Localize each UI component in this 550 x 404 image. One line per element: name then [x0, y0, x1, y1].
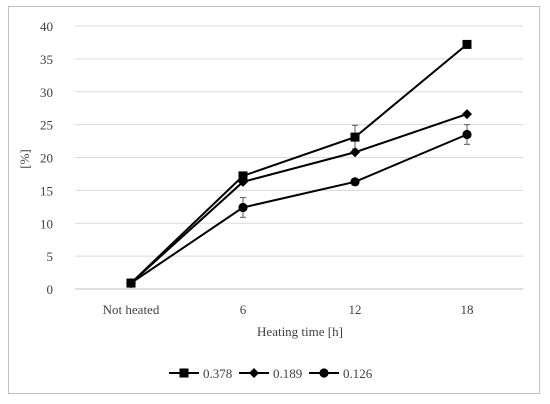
x-tick-label: Not heated	[103, 302, 160, 317]
x-tick-label: 12	[349, 302, 362, 317]
data-point-0.189	[238, 176, 248, 187]
y-tick-label: 20	[40, 151, 53, 166]
legend-marker	[319, 368, 329, 378]
y-tick-label: 30	[40, 85, 53, 100]
y-tick-label: 25	[40, 118, 53, 133]
legend-label: 0.189	[273, 366, 302, 381]
x-tick-label: 6	[240, 302, 247, 317]
y-tick-label: 35	[40, 52, 53, 67]
y-tick-label: 40	[40, 19, 53, 34]
series-lines	[130, 43, 468, 284]
x-axis-label: Heating time [h]	[257, 324, 343, 339]
chart-frame: 0 5 10 15 20 25 30 35 40 Not heated 6 12 18 [%] Hea…	[8, 6, 540, 394]
legend-marker	[249, 368, 259, 378]
series-line-0.126	[130, 133, 468, 284]
y-tick-label: 0	[47, 282, 54, 297]
x-tick-labels: Not heated 6 12 18	[103, 302, 474, 317]
legend: 0.378 0.189 0.126	[169, 366, 373, 381]
series-line-0.378	[130, 43, 468, 284]
series-line-0.189	[130, 113, 468, 284]
y-tick-label: 5	[47, 249, 54, 264]
y-tick-labels: 0 5 10 15 20 25 30 35 40	[40, 19, 53, 297]
data-point-0.378	[238, 171, 248, 181]
legend-label: 0.126	[343, 366, 373, 381]
y-tick-label: 10	[40, 216, 53, 231]
data-point-0.126	[350, 177, 360, 187]
line-chart: 0 5 10 15 20 25 30 35 40 Not heated 6 12 18 [%] Hea…	[17, 19, 523, 381]
y-axis-label: [%]	[17, 149, 32, 169]
data-point-0.378	[350, 132, 360, 142]
x-tick-label: 18	[461, 302, 474, 317]
legend-marker	[179, 368, 189, 378]
y-tick-label: 15	[40, 183, 53, 198]
data-point-0.189	[350, 147, 360, 158]
data-point-0.189	[462, 109, 472, 120]
legend-label: 0.378	[203, 366, 232, 381]
series-markers	[126, 39, 472, 289]
data-point-0.126	[462, 129, 472, 140]
data-point-0.126	[126, 278, 136, 288]
data-point-0.378	[462, 39, 472, 49]
data-point-0.126	[238, 202, 248, 213]
